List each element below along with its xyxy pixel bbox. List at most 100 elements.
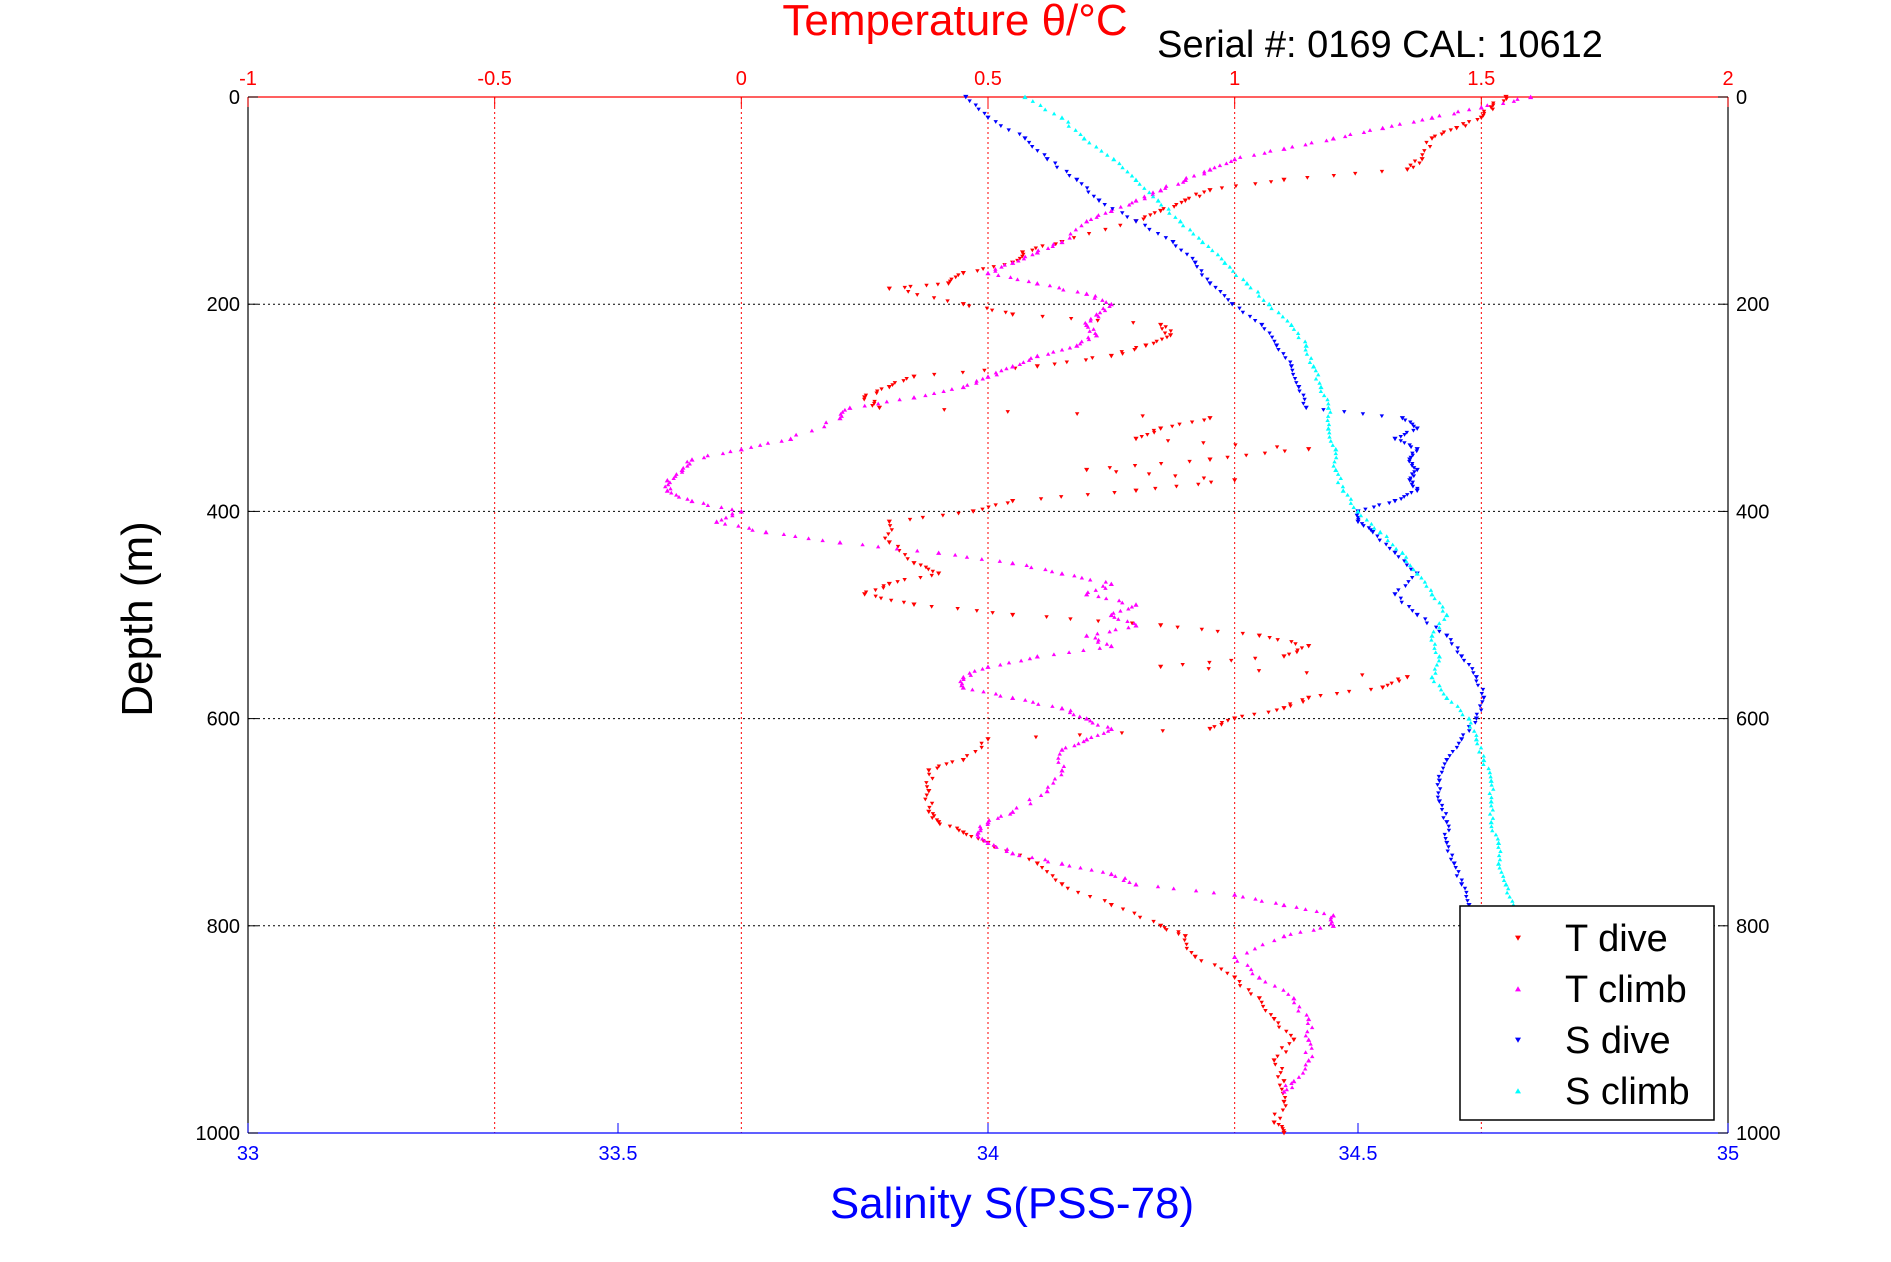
data-point: [1274, 708, 1280, 713]
data-point: [1493, 832, 1499, 837]
data-point: [1104, 642, 1110, 646]
data-point: [722, 521, 728, 526]
data-point: [1439, 132, 1445, 137]
data-point: [1118, 204, 1123, 209]
data-point: [993, 503, 998, 508]
data-point: [1444, 840, 1450, 846]
data-point: [1007, 811, 1013, 816]
data-point: [985, 664, 991, 669]
data-point: [999, 368, 1004, 373]
data-point: [1067, 710, 1073, 715]
data-point: [1084, 218, 1090, 224]
data-point: [1304, 671, 1309, 675]
data-point: [1404, 559, 1409, 563]
data-point: [1155, 884, 1161, 889]
data-point: [886, 519, 892, 525]
data-point: [1307, 360, 1313, 364]
data-point: [1444, 820, 1450, 825]
data-point: [931, 296, 937, 300]
data-point: [673, 474, 678, 478]
data-point: [930, 776, 935, 781]
data-point: [679, 467, 685, 473]
data-point: [976, 107, 981, 112]
data-point: [1225, 455, 1230, 460]
data-point: [974, 380, 979, 385]
data-point: [1178, 248, 1184, 253]
data-point: [1087, 895, 1093, 899]
data-point: [1252, 712, 1257, 717]
data-point: [981, 689, 986, 694]
data-point: [1170, 239, 1176, 245]
data-point: [1321, 911, 1327, 916]
data-point: [1406, 604, 1412, 609]
data-point: [1385, 538, 1390, 543]
data-point: [1021, 252, 1026, 257]
data-point: [1461, 658, 1467, 663]
data-point: [1354, 513, 1360, 518]
data-point: [1501, 99, 1507, 104]
data-point: [1407, 478, 1413, 483]
data-point: [1490, 807, 1496, 812]
data-point: [1199, 627, 1205, 632]
data-point: [975, 269, 980, 274]
data-point: [964, 832, 969, 837]
data-point: [1282, 449, 1287, 454]
data-point: [1103, 579, 1108, 584]
data-point: [895, 580, 900, 584]
data-point: [1159, 327, 1165, 332]
data-point: [1433, 671, 1438, 675]
salinity-tick-label: 33: [237, 1143, 259, 1165]
data-point: [1174, 484, 1179, 489]
data-point: [1491, 101, 1496, 106]
data-point: [1276, 310, 1281, 315]
data-point: [1277, 1116, 1283, 1121]
data-point: [1467, 729, 1472, 734]
data-point: [705, 503, 711, 507]
data-point: [1105, 729, 1111, 733]
data-point: [1282, 1096, 1288, 1100]
data-point: [904, 377, 909, 381]
data-point: [1040, 314, 1045, 319]
data-point: [679, 470, 685, 474]
data-point: [967, 99, 972, 104]
data-point: [1067, 173, 1072, 178]
data-point: [927, 805, 932, 810]
data-point: [1325, 414, 1331, 418]
data-point: [1490, 828, 1495, 833]
data-point: [1030, 252, 1035, 257]
data-point: [1085, 493, 1091, 497]
data-point: [953, 275, 958, 280]
data-point: [1324, 138, 1329, 143]
data-point: [1501, 878, 1507, 882]
data-point: [1084, 186, 1090, 191]
data-point: [887, 524, 893, 528]
data-point: [1281, 1130, 1287, 1136]
data-point: [1059, 768, 1065, 773]
data-point: [1306, 1058, 1312, 1063]
data-point: [1473, 675, 1479, 680]
data-point: [1050, 704, 1055, 708]
data-point: [1429, 136, 1435, 141]
data-point: [1021, 360, 1026, 364]
data-point: [1510, 898, 1515, 903]
data-point: [1163, 186, 1168, 190]
data-point: [1142, 215, 1148, 220]
data-point: [1266, 710, 1271, 715]
data-point: [1137, 182, 1142, 186]
data-point: [1271, 1120, 1277, 1125]
data-point: [1528, 94, 1534, 100]
data-point: [1026, 279, 1032, 284]
data-point: [1010, 498, 1016, 504]
data-point: [1034, 364, 1040, 369]
data-point: [1419, 575, 1424, 580]
data-point: [1414, 612, 1420, 618]
data-point: [1351, 505, 1356, 510]
data-point: [1248, 967, 1254, 972]
data-point: [1283, 1083, 1288, 1088]
data-point: [1422, 579, 1428, 584]
data-point: [955, 607, 960, 611]
data-point: [918, 563, 923, 568]
data-point: [1454, 126, 1460, 131]
data-point: [1463, 124, 1468, 128]
legend-label-t-dive: T dive: [1565, 918, 1668, 960]
